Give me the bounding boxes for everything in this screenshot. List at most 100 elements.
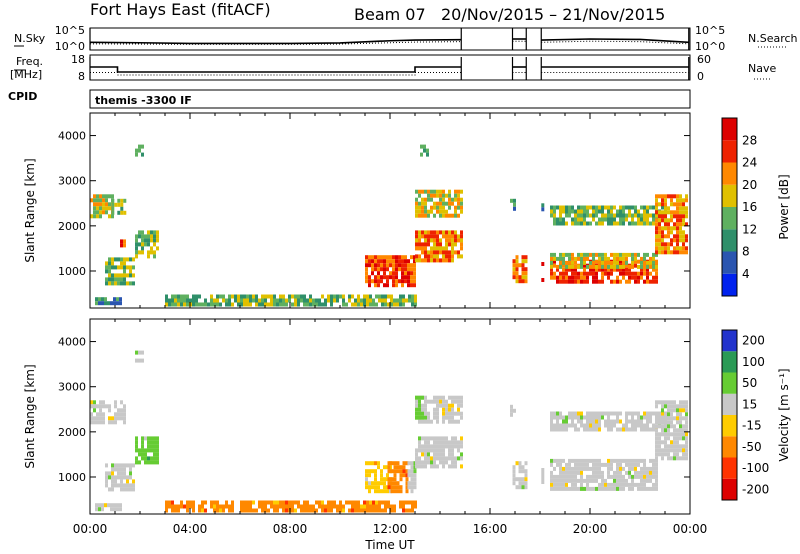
data-cell <box>418 399 421 404</box>
data-cell <box>646 205 649 210</box>
data-cell <box>123 198 127 203</box>
data-cell <box>424 250 427 255</box>
data-cell <box>637 279 640 284</box>
data-cell <box>553 263 556 268</box>
data-cell <box>649 466 652 471</box>
data-cell <box>418 444 421 449</box>
data-cell <box>368 481 371 486</box>
data-cell <box>99 420 102 425</box>
data-cell <box>583 271 586 276</box>
data-cell <box>589 267 592 272</box>
data-cell <box>685 198 688 203</box>
data-cell <box>601 411 604 416</box>
data-cell <box>386 263 389 268</box>
data-cell <box>445 399 448 404</box>
data-cell <box>439 209 442 214</box>
data-cell <box>415 246 418 251</box>
data-cell <box>565 474 568 479</box>
data-cell <box>562 279 565 284</box>
data-cell <box>685 222 688 227</box>
data-cell <box>556 462 559 467</box>
data-cell <box>682 416 685 421</box>
data-cell <box>135 246 138 251</box>
data-cell <box>150 246 153 251</box>
data-cell <box>598 482 601 487</box>
data-cell <box>390 461 394 466</box>
data-cell <box>610 486 613 491</box>
data-cell <box>512 477 516 482</box>
data-cell <box>679 218 682 223</box>
data-cell <box>670 440 673 445</box>
noise-series-line <box>89 38 462 45</box>
data-cell <box>445 407 448 412</box>
data-cell <box>433 205 436 210</box>
data-cell <box>460 189 463 194</box>
data-cell <box>126 479 129 484</box>
data-cell <box>433 411 436 416</box>
data-cell <box>375 504 378 509</box>
data-cell <box>634 279 637 284</box>
data-cell <box>442 407 445 412</box>
data-cell <box>643 221 646 226</box>
data-cell <box>631 415 634 420</box>
data-cell <box>565 275 568 280</box>
data-cell <box>393 485 397 490</box>
data-cell <box>521 267 525 272</box>
data-cell <box>685 238 688 243</box>
data-cell <box>664 440 667 445</box>
data-cell <box>365 477 368 482</box>
data-cell <box>667 436 670 441</box>
data-cell <box>658 424 661 429</box>
data-cell <box>676 226 679 231</box>
data-cell <box>413 271 416 276</box>
data-cell <box>123 475 126 480</box>
data-cell <box>439 238 442 243</box>
data-cell <box>670 194 673 199</box>
data-cell <box>421 452 424 457</box>
data-cell <box>126 463 129 468</box>
data-cell <box>365 275 368 280</box>
data-cell <box>330 302 333 307</box>
data-cell <box>424 242 427 247</box>
data-cell <box>445 230 448 235</box>
data-cell <box>150 460 153 465</box>
data-cell <box>592 478 595 483</box>
data-cell <box>685 250 688 255</box>
data-cell <box>327 504 330 509</box>
data-cell <box>598 221 601 226</box>
data-cell <box>631 466 634 471</box>
data-cell <box>577 252 580 257</box>
data-cell <box>407 481 411 486</box>
data-cell <box>395 279 398 284</box>
data-cell <box>583 486 586 491</box>
data-cell <box>393 504 396 509</box>
data-cell <box>550 209 553 214</box>
data-cell <box>436 258 439 263</box>
velocity-colorbar-bin <box>722 436 737 458</box>
data-cell <box>664 226 667 231</box>
data-cell <box>445 460 448 465</box>
data-cell <box>673 246 676 251</box>
data-cell <box>420 144 423 149</box>
data-cell <box>457 395 460 400</box>
power-colorbar-tick: 8 <box>742 245 750 259</box>
data-cell <box>366 508 369 513</box>
data-cell <box>120 471 123 476</box>
data-cell <box>186 500 189 505</box>
data-cell <box>673 444 676 449</box>
data-cell <box>622 275 625 280</box>
data-cell <box>604 260 607 265</box>
data-cell <box>661 448 664 453</box>
data-cell <box>117 471 120 476</box>
cpid-frame <box>89 89 691 109</box>
x-axis-label: Time UT <box>364 538 415 552</box>
data-cell <box>643 279 646 284</box>
data-cell <box>571 423 574 428</box>
data-cell <box>518 469 522 474</box>
nave-tick-top: 60 <box>697 53 711 66</box>
data-cell <box>550 275 553 280</box>
data-cell <box>640 470 643 475</box>
data-cell <box>291 302 294 307</box>
data-cell <box>111 277 114 282</box>
